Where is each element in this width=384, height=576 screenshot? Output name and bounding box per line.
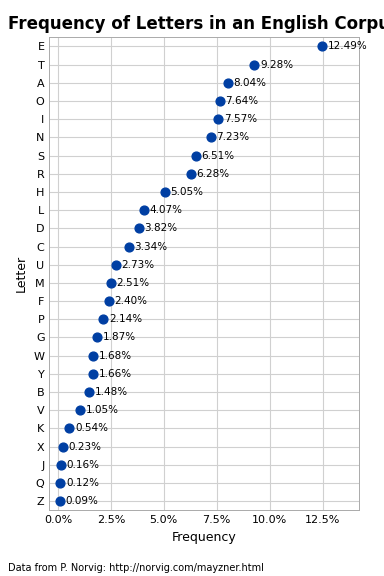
Point <box>57 479 63 488</box>
Text: 6.51%: 6.51% <box>201 150 234 161</box>
Text: 12.49%: 12.49% <box>328 41 367 51</box>
Text: 5.05%: 5.05% <box>170 187 204 197</box>
Text: 1.87%: 1.87% <box>103 332 136 343</box>
Point <box>208 133 214 142</box>
Point <box>94 333 101 342</box>
Point <box>225 78 231 88</box>
Text: 0.16%: 0.16% <box>67 460 100 470</box>
Point <box>86 388 92 397</box>
Point <box>162 187 168 196</box>
Text: 3.34%: 3.34% <box>134 241 167 252</box>
Text: 0.12%: 0.12% <box>66 478 99 488</box>
Point <box>217 96 223 105</box>
Point <box>193 151 199 160</box>
Text: 9.28%: 9.28% <box>260 60 293 70</box>
Text: 8.04%: 8.04% <box>234 78 266 88</box>
Text: 0.23%: 0.23% <box>68 442 101 452</box>
Text: 2.51%: 2.51% <box>117 278 150 288</box>
Text: 6.28%: 6.28% <box>196 169 230 179</box>
X-axis label: Frequency: Frequency <box>172 530 237 544</box>
Point <box>58 460 65 469</box>
Point <box>57 497 63 506</box>
Point <box>108 278 114 287</box>
Point <box>106 297 112 306</box>
Y-axis label: Letter: Letter <box>15 255 28 293</box>
Text: 7.23%: 7.23% <box>217 132 250 142</box>
Point <box>141 206 147 215</box>
Point <box>126 242 132 251</box>
Point <box>113 260 119 270</box>
Text: 1.05%: 1.05% <box>86 406 119 415</box>
Point <box>188 169 194 179</box>
Text: 4.07%: 4.07% <box>150 205 183 215</box>
Text: 2.73%: 2.73% <box>121 260 154 270</box>
Point <box>215 115 221 124</box>
Text: 2.14%: 2.14% <box>109 314 142 324</box>
Point <box>319 42 325 51</box>
Text: 1.68%: 1.68% <box>99 351 132 361</box>
Text: Data from P. Norvig: http://norvig.com/mayzner.html: Data from P. Norvig: http://norvig.com/m… <box>8 563 263 573</box>
Point <box>60 442 66 451</box>
Point <box>100 314 106 324</box>
Point <box>77 406 83 415</box>
Text: 7.64%: 7.64% <box>225 96 258 106</box>
Point <box>90 369 96 378</box>
Text: 3.82%: 3.82% <box>144 223 177 233</box>
Text: 0.09%: 0.09% <box>65 496 98 506</box>
Point <box>251 60 257 69</box>
Point <box>136 223 142 233</box>
Text: 0.54%: 0.54% <box>75 423 108 434</box>
Text: 1.48%: 1.48% <box>95 387 128 397</box>
Text: 1.66%: 1.66% <box>99 369 132 379</box>
Point <box>90 351 96 360</box>
Text: 7.57%: 7.57% <box>224 114 257 124</box>
Title: Frequency of Letters in an English Corpus: Frequency of Letters in an English Corpu… <box>8 15 384 33</box>
Text: 2.40%: 2.40% <box>114 296 147 306</box>
Point <box>66 424 73 433</box>
